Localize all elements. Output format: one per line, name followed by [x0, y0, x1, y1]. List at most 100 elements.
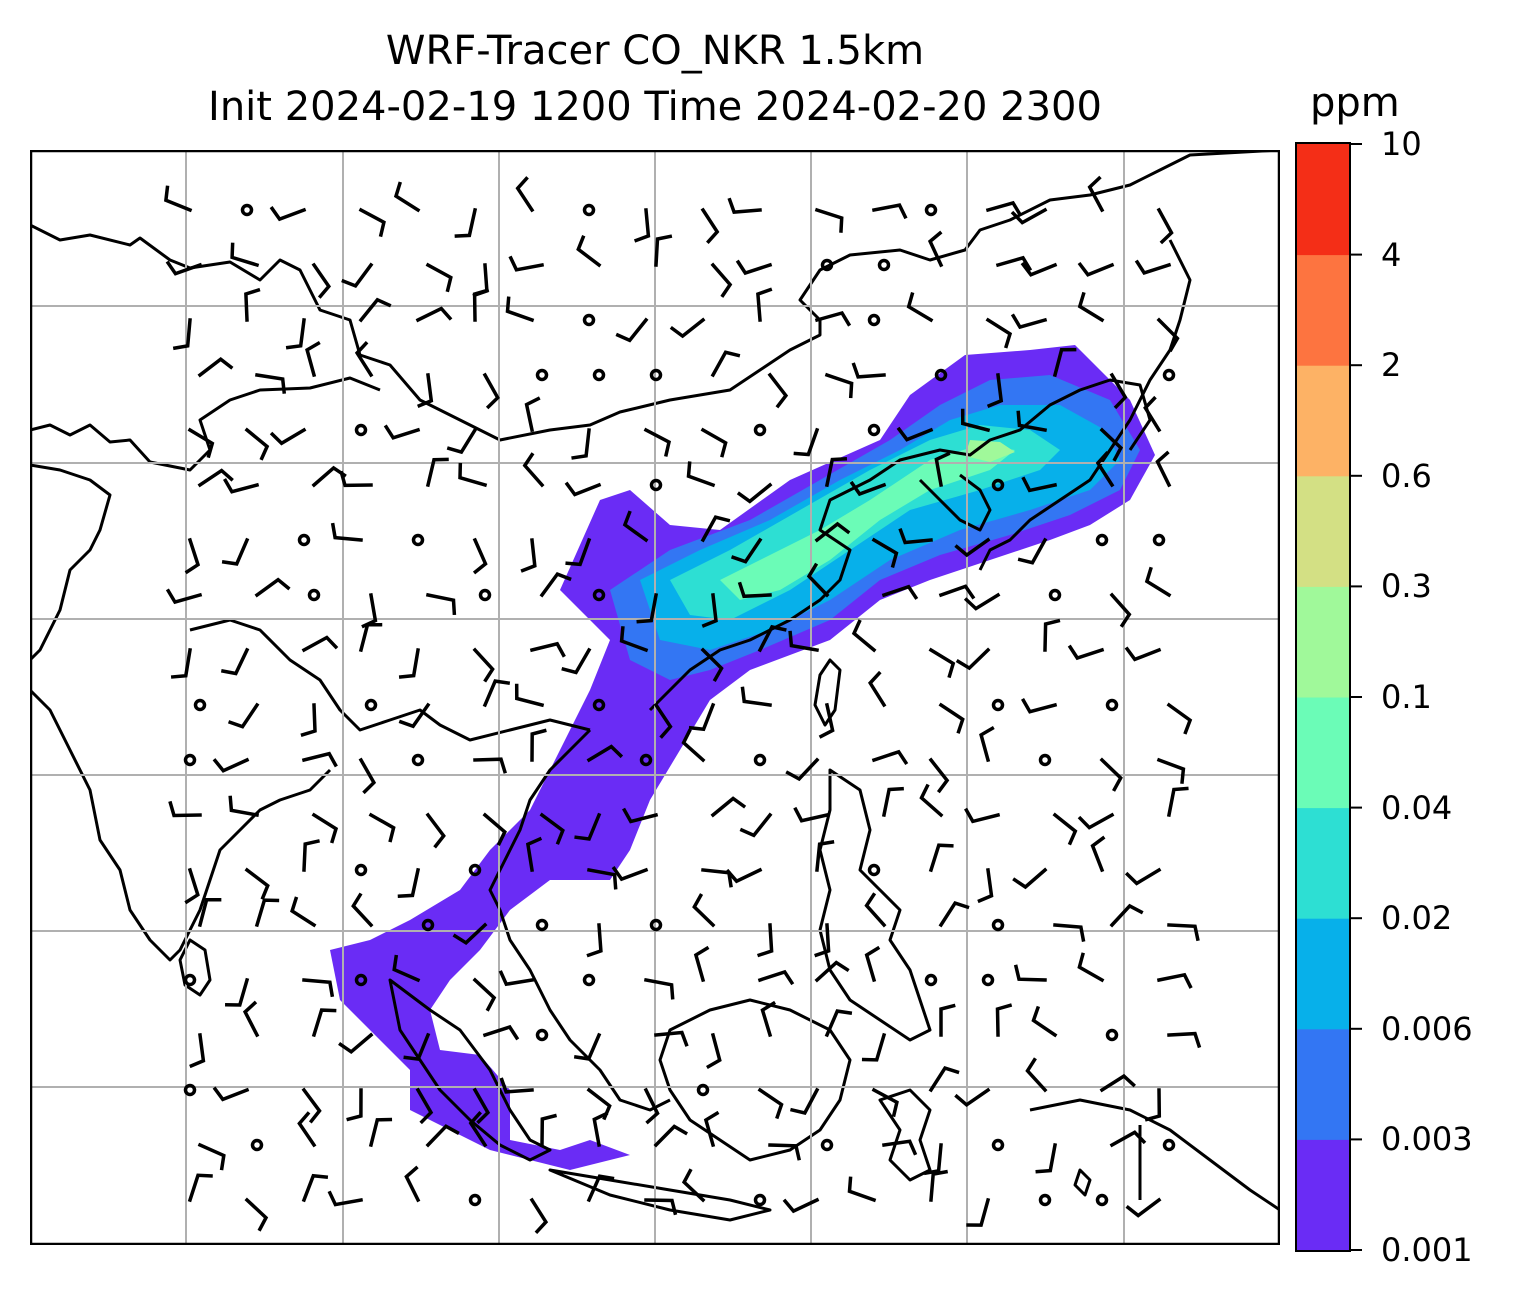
calm-wind-marker: [649, 918, 663, 932]
wind-barb: [565, 537, 592, 567]
wind-barb: [789, 1087, 820, 1116]
calm-wind-marker: [753, 753, 767, 767]
wind-barb: [710, 350, 741, 378]
wind-barb: [586, 867, 618, 890]
calm-wind-marker: [592, 698, 606, 712]
wind-barb: [305, 341, 321, 378]
wind-barb: [290, 896, 317, 928]
calm-wind-marker: [649, 478, 663, 492]
calm-wind-marker: [535, 918, 549, 932]
colorbar-unit: ppm: [1310, 80, 1400, 126]
wind-barb: [452, 922, 488, 945]
coastline-korea: [918, 473, 992, 532]
wind-barb: [341, 262, 374, 289]
wind-barb: [165, 260, 203, 276]
wind-barb: [643, 427, 672, 457]
wind-barb: [212, 757, 250, 773]
wind-barb: [482, 372, 500, 410]
wind-barb: [197, 898, 222, 928]
wind-barb: [184, 867, 200, 905]
wind-barb: [1010, 313, 1048, 330]
wind-barb: [1010, 207, 1048, 225]
wind-barb: [520, 538, 537, 573]
wind-barb: [995, 255, 1033, 272]
wind-barb: [1053, 923, 1086, 942]
calm-wind-marker: [468, 1193, 482, 1207]
calm-wind-marker: [877, 258, 891, 272]
calm-wind-marker: [753, 1193, 767, 1207]
wind-barb: [814, 310, 852, 327]
wind-barb: [1156, 972, 1193, 989]
wind-barb: [954, 1087, 991, 1108]
wind-barb: [928, 1066, 960, 1093]
colorbar-tick-label: 0.001: [1381, 1231, 1473, 1269]
wind-barb: [184, 537, 201, 575]
wind-barb: [425, 262, 453, 293]
wind-barb: [189, 1033, 206, 1069]
wind-barb: [1143, 395, 1162, 433]
wind-barb: [425, 1124, 460, 1148]
calm-wind-marker: [582, 313, 596, 327]
wind-barb: [815, 839, 835, 872]
wind-barb: [611, 866, 649, 882]
wind-barb: [170, 647, 193, 679]
wind-barb: [301, 635, 339, 653]
wind-barb: [358, 207, 386, 238]
wind-barb: [739, 812, 773, 838]
calm-wind-marker: [1162, 368, 1176, 382]
wind-barb: [515, 176, 535, 213]
wind-barb: [938, 584, 976, 600]
wind-barb: [756, 923, 774, 958]
colorbar-tick-label: 0.1: [1381, 678, 1432, 716]
wind-barb: [330, 522, 363, 542]
wind-barb: [254, 898, 280, 928]
wind-barb: [164, 185, 193, 213]
wind-barb: [351, 892, 374, 928]
wind-barb: [498, 970, 535, 987]
wind-barb: [301, 1087, 322, 1124]
wind-barb: [1025, 1057, 1048, 1093]
wind-barb: [851, 362, 886, 379]
wind-barb: [564, 481, 602, 497]
wind-barb: [472, 647, 495, 683]
coastline-india-west: [30, 463, 112, 662]
wind-barb: [700, 647, 724, 682]
wind-barb: [223, 478, 260, 494]
calm-wind-marker: [193, 698, 207, 712]
wind-barb: [187, 1173, 213, 1203]
wind-barb: [393, 181, 421, 213]
wind-barb: [571, 428, 591, 460]
wind-barb: [615, 317, 649, 343]
wind-barb: [653, 702, 673, 739]
wind-barb: [244, 427, 270, 461]
wind-barb: [760, 1000, 777, 1038]
wind-barb: [220, 647, 250, 676]
wind-barb: [643, 977, 675, 1000]
wind-barb: [285, 318, 306, 350]
calm-wind-marker: [183, 973, 197, 987]
wind-barb: [1099, 757, 1123, 792]
coastline-philippines: [818, 768, 932, 1042]
tracer-plume: [330, 345, 1155, 1170]
calm-wind-marker: [991, 478, 1005, 492]
wind-barb: [938, 901, 970, 928]
wind-barb: [700, 515, 731, 543]
wind-barb: [574, 812, 602, 841]
wind-barb: [561, 647, 592, 675]
wind-barb: [529, 641, 566, 658]
wind-barb: [522, 452, 545, 488]
colorbar-ticks: [1350, 143, 1362, 1251]
wind-barb: [851, 619, 877, 653]
wind-barb: [472, 977, 497, 1012]
calm-wind-marker: [364, 698, 378, 712]
calm-wind-marker: [639, 753, 653, 767]
wind-barb: [824, 1009, 853, 1038]
wind-barb: [730, 537, 763, 564]
wind-barb: [311, 1008, 337, 1038]
coastline-small-island: [1073, 1168, 1092, 1197]
wind-barb: [938, 702, 965, 734]
wind-barb: [653, 1124, 688, 1148]
wind-barb: [700, 427, 728, 458]
wind-barb: [824, 372, 854, 399]
calm-wind-marker: [592, 368, 606, 382]
